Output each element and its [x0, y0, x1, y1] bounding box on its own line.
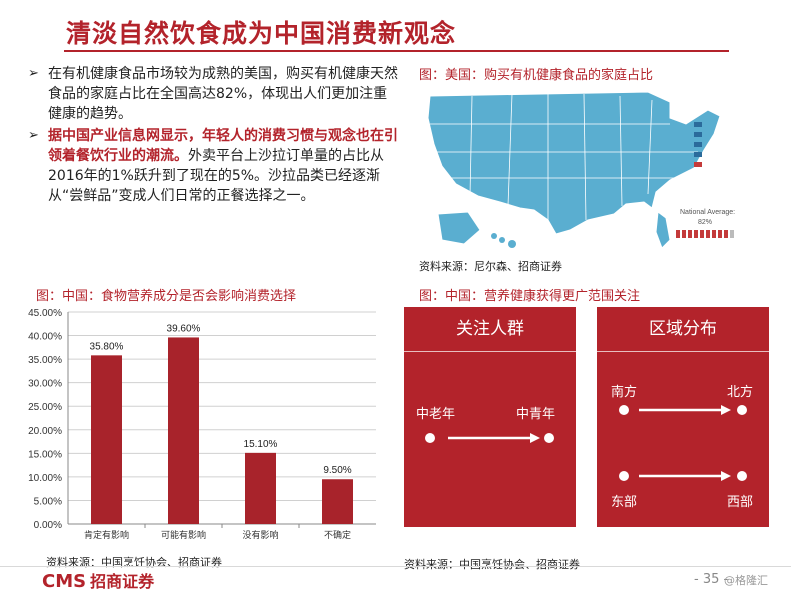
- household-figures-icon: [676, 230, 734, 238]
- bar-value-label: 15.10%: [244, 439, 278, 450]
- y-tick-label: 0.00%: [34, 520, 62, 531]
- title-divider: [64, 50, 729, 52]
- x-tick-label: 不确定: [324, 529, 351, 541]
- national-average-value: 82%: [698, 219, 712, 226]
- bar: [245, 452, 276, 524]
- y-tick-label: 35.00%: [28, 355, 62, 366]
- bullet-text-1: 在有机健康食品市场较为成熟的美国，购买有机健康天然食品的家庭占比在全国高达82%…: [48, 66, 398, 122]
- us-mainland-shape: [427, 91, 721, 235]
- infographic-caption: 图：中国：营养健康获得更广范围关注: [419, 289, 641, 304]
- map-legend-swatches: [694, 122, 702, 167]
- chart-caption: 图：中国：食物营养成分是否会影响消费选择: [36, 289, 297, 304]
- dot-start: [619, 405, 629, 415]
- bullet-item-2: ➢ 据中国产业信息网显示，年轻人的消费习惯与观念也在引领着餐饮行业的潮流。外卖平…: [28, 126, 400, 206]
- bullet-arrow-icon: ➢: [28, 66, 39, 81]
- arrow-right-icon: [639, 471, 731, 481]
- y-tick-label: 15.00%: [28, 449, 62, 460]
- chart-source: 资料来源：中国烹饪协会、招商证券: [46, 556, 222, 569]
- bullet-item-1: ➢ 在有机健康食品市场较为成熟的美国，购买有机健康天然食品的家庭占比在全国高达8…: [28, 64, 400, 124]
- bullet-text-2: 外卖平台上沙拉订单量的占比从2016年的1%跃升到了现在的5%。沙拉品类已经逐渐…: [48, 148, 384, 204]
- y-tick-label: 30.00%: [28, 379, 62, 390]
- alaska-shape: [437, 211, 481, 245]
- label-south: 南方: [611, 385, 638, 400]
- bar-value-label: 9.50%: [323, 465, 351, 476]
- bullet-list: ➢ 在有机健康食品市场较为成熟的美国，购买有机健康天然食品的家庭占比在全国高达8…: [28, 64, 400, 208]
- dot-start: [425, 433, 435, 443]
- brand-logo: CMS 招商证券: [42, 568, 154, 592]
- bar: [168, 337, 199, 524]
- panel-regional: 区域分布 南方 北方 东部 西部: [597, 307, 769, 527]
- y-tick-label: 20.00%: [28, 426, 62, 437]
- us-map-image: National Average: 82%: [427, 91, 735, 249]
- y-tick-label: 45.00%: [28, 308, 62, 319]
- x-tick-label: 肯定有影响: [84, 529, 129, 541]
- bullet-arrow-icon: ➢: [28, 128, 39, 143]
- us-map-figure: National Average: 82%: [408, 84, 748, 254]
- dot-start: [619, 471, 629, 481]
- bullet-text-2-highlight: 据中国产业信息网显示，年轻人的消费习惯与观念也在引领着餐饮行业的潮流。: [48, 128, 398, 164]
- dot-end: [544, 433, 554, 443]
- y-tick-label: 10.00%: [28, 473, 62, 484]
- y-tick-label: 5.00%: [34, 496, 62, 507]
- state-borders: [430, 93, 698, 221]
- label-east: 东部: [611, 495, 638, 510]
- dot-end: [737, 471, 747, 481]
- arrow-right-icon: [448, 433, 540, 443]
- label-to-younger: 中青年: [516, 407, 556, 422]
- bar-value-label: 39.60%: [167, 323, 201, 334]
- arrow-right-icon: [639, 405, 731, 415]
- bar: [322, 479, 353, 524]
- watermark: @格隆汇: [724, 574, 768, 587]
- footer-divider: [0, 566, 791, 567]
- label-north: 北方: [727, 385, 754, 400]
- bar: [91, 355, 122, 524]
- x-tick-label: 可能有影响: [161, 529, 206, 541]
- florida-shape: [655, 211, 671, 249]
- panel-regional-title: 区域分布: [597, 307, 769, 352]
- label-from-older: 中老年: [416, 407, 456, 422]
- y-tick-label: 40.00%: [28, 332, 62, 343]
- dot-end: [737, 405, 747, 415]
- panel-target-groups: 关注人群 中老年 中青年: [404, 307, 576, 527]
- map-source: 资料来源：尼尔森、招商证券: [419, 260, 562, 273]
- bar-chart: 0.00% 5.00% 10.00% 15.00% 20.00% 25.00% 30.00%…: [28, 308, 376, 541]
- national-average-label: National Average:: [680, 209, 735, 216]
- infographic-source: 资料来源：中国烹饪协会、招商证券: [404, 558, 580, 571]
- panel-target-groups-title: 关注人群: [404, 307, 576, 352]
- slide-title: 清淡自然饮食成为中国消费新观念: [66, 19, 457, 48]
- y-tick-label: 25.00%: [28, 402, 62, 413]
- bar-value-label: 35.80%: [90, 341, 124, 352]
- hawaii-shape: [491, 233, 516, 248]
- map-caption: 图：美国：购买有机健康食品的家庭占比: [419, 68, 654, 83]
- brand-logo-cn: 招商证券: [90, 572, 155, 591]
- brand-logo-text: CMS: [42, 571, 87, 592]
- x-tick-label: 没有影响: [242, 529, 278, 541]
- label-west: 西部: [727, 495, 754, 510]
- page-number: - 35 -: [694, 572, 729, 587]
